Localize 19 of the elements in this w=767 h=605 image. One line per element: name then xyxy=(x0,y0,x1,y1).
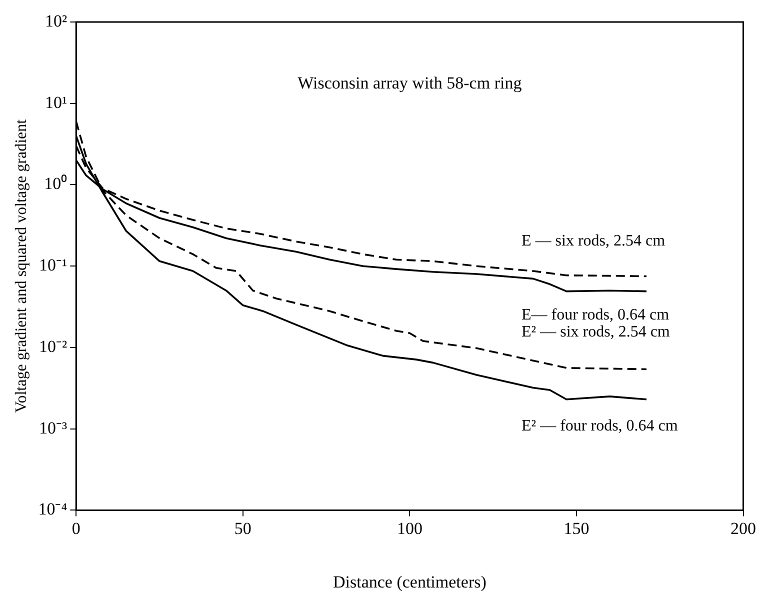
y-tick-label: 10⁻² xyxy=(39,336,68,356)
y-tick-label: 10² xyxy=(45,11,68,30)
x-tick-label: 100 xyxy=(396,518,422,538)
text: Wisconsin array with 58-cm ring xyxy=(298,73,522,92)
y-tick-label: 10⁻⁴ xyxy=(38,500,68,519)
y-tick-label: 10⁻³ xyxy=(39,418,68,438)
x-tick-label: 150 xyxy=(564,518,590,538)
y-tick-label: 10¹ xyxy=(45,92,68,112)
x-axis-title: Distance (centimeters) xyxy=(332,572,486,592)
series-label: E — six rods, 2.54 cm xyxy=(522,232,666,250)
series-label: E² — six rods, 2.54 cm xyxy=(522,323,670,340)
series-label: E² — four rods, 0.64 cm xyxy=(522,418,678,435)
y-axis-title: Voltage gradient and squared voltage gradient xyxy=(12,118,30,413)
y-tick-label: 10⁻¹ xyxy=(39,256,68,275)
x-tick-label: 0 xyxy=(72,518,80,538)
y-tick-label: 10⁰ xyxy=(44,174,68,194)
series-label: E— four rods, 0.64 cm xyxy=(522,306,670,324)
x-tick-label: 50 xyxy=(234,518,252,538)
x-tick-label: 200 xyxy=(730,518,756,538)
